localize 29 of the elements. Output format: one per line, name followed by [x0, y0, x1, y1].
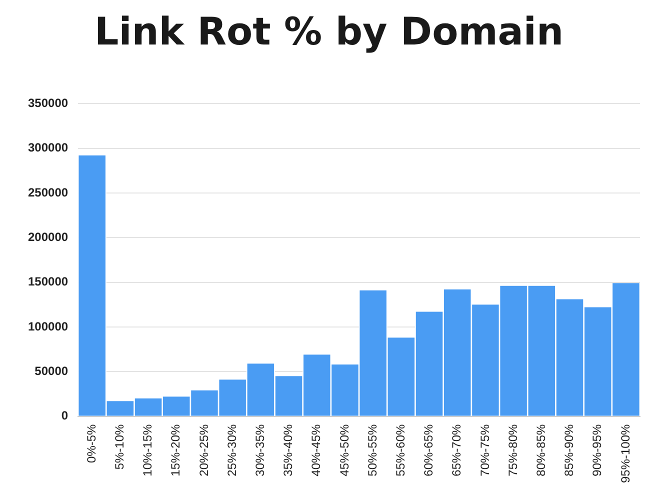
x-tick-label: 65%-70%	[450, 424, 464, 476]
x-tick-label: 95%-100%	[618, 424, 632, 484]
x-tick-label: 85%-90%	[562, 424, 576, 476]
x-tick-label: 70%-75%	[478, 424, 492, 476]
y-tick-label: 200000	[28, 230, 68, 244]
y-tick-label: 50000	[34, 364, 68, 378]
x-tick-label: 20%-25%	[196, 424, 211, 476]
x-tick-label: 5%-10%	[112, 424, 126, 470]
y-tick-label: 300000	[28, 140, 68, 155]
x-tick-label: 60%-65%	[422, 424, 436, 476]
y-tick-label: 0	[61, 408, 68, 423]
x-tick-label: 90%-95%	[590, 424, 604, 476]
y-tick-label: 100000	[28, 319, 68, 334]
x-tick-label: 45%-50%	[337, 424, 352, 476]
x-tick-label: 55%-60%	[393, 424, 408, 476]
x-tick-label: 40%-45%	[309, 424, 324, 476]
x-tick-label: 10%-15%	[140, 424, 155, 476]
chart-title: Link Rot % by Domain	[94, 10, 564, 54]
y-tick-label: 250000	[28, 185, 68, 200]
y-tick-label: 350000	[28, 96, 68, 110]
x-tick-label: 30%-35%	[252, 424, 267, 476]
x-tick-label: 15%-20%	[168, 424, 183, 476]
x-tick-label: 50%-55%	[365, 424, 380, 476]
x-tick-label: 35%-40%	[281, 424, 296, 476]
y-tick-label: 150000	[28, 274, 68, 289]
x-tick-label: 0%-5%	[84, 424, 98, 463]
x-tick-label: 75%-80%	[506, 424, 520, 476]
x-tick-label: 25%-30%	[224, 424, 239, 476]
x-tick-label: 80%-85%	[534, 424, 548, 476]
